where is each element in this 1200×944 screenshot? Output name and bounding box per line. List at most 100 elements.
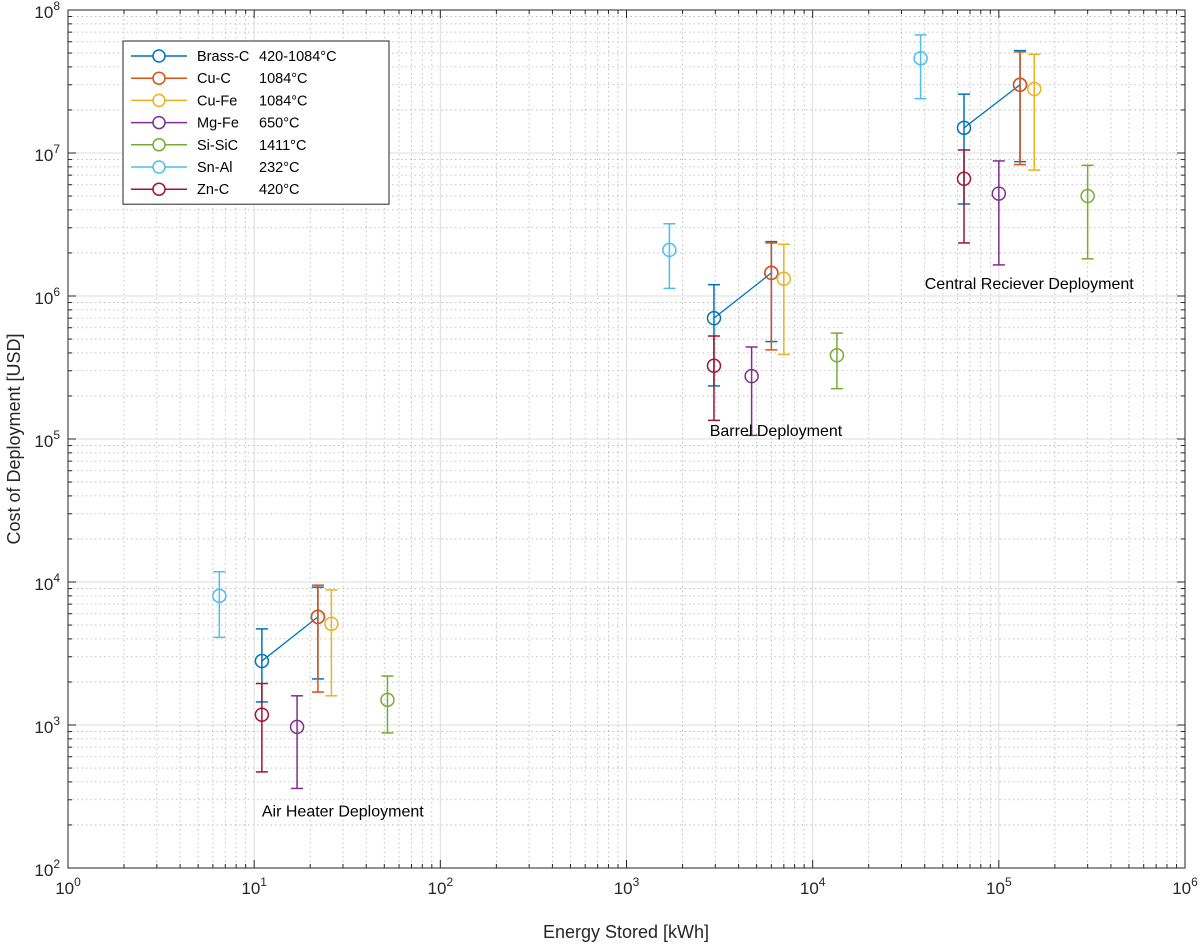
tick-label-base: 10	[34, 146, 53, 165]
legend-series-temperature: 650°C	[259, 116, 299, 132]
y-tick-label: 107	[34, 142, 60, 165]
data-point	[380, 692, 395, 708]
annotation-label: Barrel Deployment	[710, 423, 843, 440]
tick-label-base: 10	[800, 879, 819, 898]
data-point	[289, 719, 305, 735]
legend-series-name: Sn-Al	[197, 160, 232, 176]
tick-label-exponent: 5	[1005, 875, 1012, 889]
y-tick-label: 104	[34, 571, 60, 594]
x-tick-label: 101	[241, 875, 267, 898]
tick-label-base: 10	[34, 861, 53, 880]
data-point	[324, 616, 339, 632]
tick-label-exponent: 2	[446, 875, 453, 889]
legend-series-name: Mg-Fe	[197, 116, 239, 132]
y-tick-label: 105	[34, 428, 60, 451]
tick-label-exponent: 5	[53, 428, 60, 442]
tick-label-exponent: 4	[53, 571, 60, 585]
legend-marker	[152, 115, 166, 130]
y-tick-label: 103	[34, 714, 60, 737]
legend-series-temperature: 1084°C	[259, 71, 308, 87]
axis-ticks	[67, 9, 1186, 869]
y-axis-label: Cost of Deployment [USD]	[4, 333, 24, 544]
legend-series-temperature: 1084°C	[259, 93, 308, 109]
x-tick-label: 100	[55, 875, 81, 898]
tick-label-exponent: 0	[74, 875, 81, 889]
legend-series-name: Cu-Fe	[197, 93, 237, 109]
series-lines	[261, 84, 1021, 662]
series-line-segment	[261, 616, 319, 662]
legend-series-name: Si-SiC	[197, 138, 238, 154]
tick-label-exponent: 6	[53, 285, 60, 299]
x-tick-label: 105	[986, 875, 1012, 898]
error-bars	[213, 34, 1094, 790]
y-tick-label: 102	[34, 857, 60, 880]
data-point	[1027, 81, 1042, 97]
tick-label-base: 10	[428, 879, 447, 898]
data-point	[1012, 77, 1028, 93]
legend-marker	[152, 71, 166, 85]
legend-series-temperature: 232°C	[259, 160, 299, 176]
data-point	[956, 171, 972, 187]
tick-label-base: 10	[34, 432, 53, 451]
data-point	[706, 310, 722, 326]
data-point	[254, 707, 270, 722]
tick-label-exponent: 7	[53, 142, 60, 156]
data-point	[1080, 188, 1095, 204]
data-point	[706, 358, 722, 374]
legend-series-name: Cu-C	[197, 71, 231, 87]
data-point	[662, 242, 677, 258]
tick-label-base: 10	[614, 879, 633, 898]
data-point	[991, 186, 1007, 201]
x-tick-label: 103	[614, 875, 640, 898]
tick-label-base: 10	[34, 289, 53, 308]
tick-label-exponent: 3	[53, 714, 60, 728]
tick-label-exponent: 6	[1191, 875, 1198, 889]
annotations: Air Heater Deployment Barrel Deployment Ce…	[262, 276, 1134, 820]
tick-label-exponent: 8	[53, 0, 60, 13]
markers	[212, 50, 1095, 735]
x-axis-label: Energy Stored [kWh]	[543, 922, 709, 942]
tick-label-exponent: 2	[53, 857, 60, 871]
legend-marker	[152, 93, 166, 108]
data-point	[776, 271, 792, 287]
data-point	[310, 609, 326, 625]
annotation-label: Air Heater Deployment	[262, 803, 424, 820]
tick-label-base: 10	[986, 879, 1005, 898]
data-point	[956, 120, 972, 136]
legend-marker	[152, 182, 166, 196]
data-point	[212, 588, 227, 604]
legend-series-name: Zn-C	[197, 182, 229, 198]
legend: Brass-C 420-1084°C Cu-C 1084°C Cu-Fe 1084°C Mg…	[122, 40, 390, 205]
x-tick-label: 106	[1172, 875, 1198, 898]
legend-marker	[152, 49, 166, 63]
tick-label-base: 10	[34, 575, 53, 594]
series-line-segment	[963, 84, 1021, 129]
tick-label-base: 10	[55, 879, 74, 898]
legend-series-temperature: 1411°C	[259, 138, 306, 154]
tick-label-base: 10	[241, 879, 260, 898]
y-tick-label: 108	[34, 0, 60, 22]
tick-label-exponent: 4	[819, 875, 826, 889]
legend-marker	[152, 138, 166, 152]
x-tick-label: 102	[428, 875, 454, 898]
x-tick-label: 104	[800, 875, 826, 898]
x-tick-labels: 100 101 102 103 104 105 106	[55, 875, 1198, 898]
series-line-segment	[713, 272, 772, 319]
data-point	[829, 348, 845, 363]
y-tick-label: 106	[34, 285, 60, 308]
tick-label-base: 10	[34, 3, 53, 22]
tick-label-exponent: 3	[633, 875, 640, 889]
tick-label-base: 10	[1172, 879, 1191, 898]
data-point	[744, 368, 759, 384]
tick-label-exponent: 1	[260, 875, 267, 889]
data-point	[913, 50, 928, 66]
legend-series-temperature: 420-1084°C	[259, 49, 337, 65]
legend-series-name: Brass-C	[197, 49, 249, 65]
tick-label-base: 10	[34, 718, 53, 737]
annotation-label: Central Reciever Deployment	[925, 276, 1135, 293]
legend-marker	[152, 160, 166, 174]
data-point	[254, 653, 270, 669]
legend-series-temperature: 420°C	[259, 182, 299, 198]
